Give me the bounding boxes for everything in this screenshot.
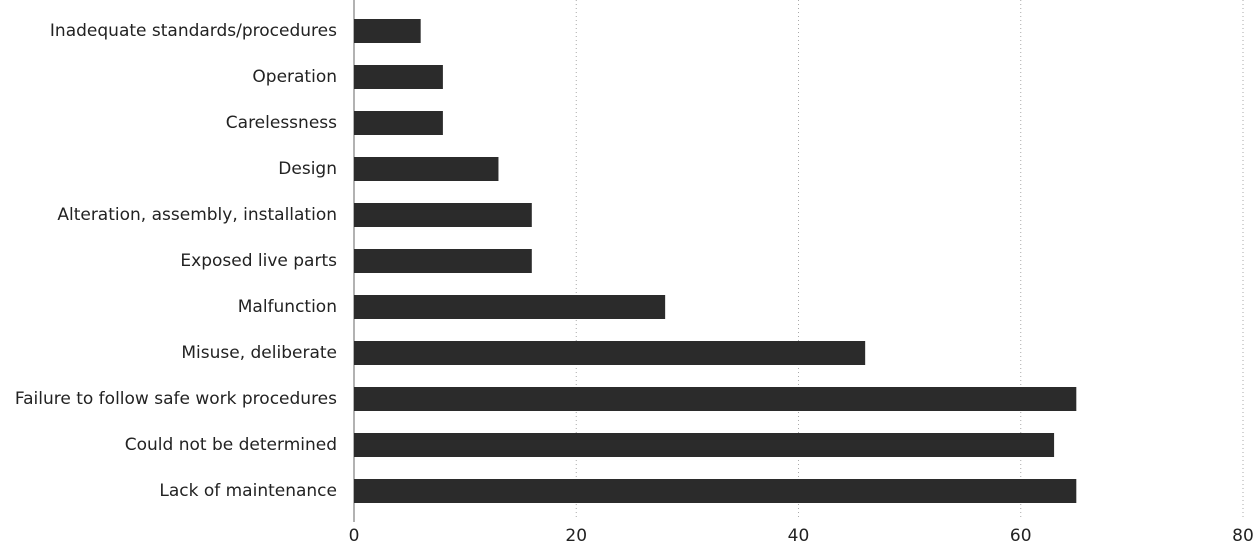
y-tick-label: Exposed live parts — [180, 251, 337, 271]
y-tick-label: Malfunction — [238, 297, 337, 317]
bar — [354, 111, 443, 135]
y-tick-label: Lack of maintenance — [159, 481, 337, 501]
x-tick-label: 0 — [349, 526, 360, 546]
x-tick-label: 80 — [1232, 526, 1254, 546]
bar — [354, 249, 532, 273]
bar — [354, 387, 1077, 411]
bar — [354, 341, 866, 365]
y-tick-label: Carelessness — [226, 113, 337, 133]
y-tick-label: Design — [278, 159, 337, 179]
bar — [354, 203, 532, 227]
bar — [354, 65, 443, 89]
x-tick-label: 60 — [1010, 526, 1032, 546]
y-tick-label: Inadequate standards/procedures — [50, 21, 337, 41]
y-tick-label: Could not be determined — [125, 435, 337, 455]
y-tick-label: Alteration, assembly, installation — [57, 205, 337, 225]
bar — [354, 19, 421, 43]
y-tick-label: Misuse, deliberate — [181, 343, 337, 363]
bar — [354, 433, 1055, 457]
bar — [354, 295, 666, 319]
y-tick-label: Failure to follow safe work procedures — [15, 389, 337, 409]
y-tick-label: Operation — [252, 67, 337, 87]
bar — [354, 479, 1077, 503]
x-tick-label: 40 — [788, 526, 810, 546]
x-tick-label: 20 — [565, 526, 587, 546]
bar — [354, 157, 499, 181]
